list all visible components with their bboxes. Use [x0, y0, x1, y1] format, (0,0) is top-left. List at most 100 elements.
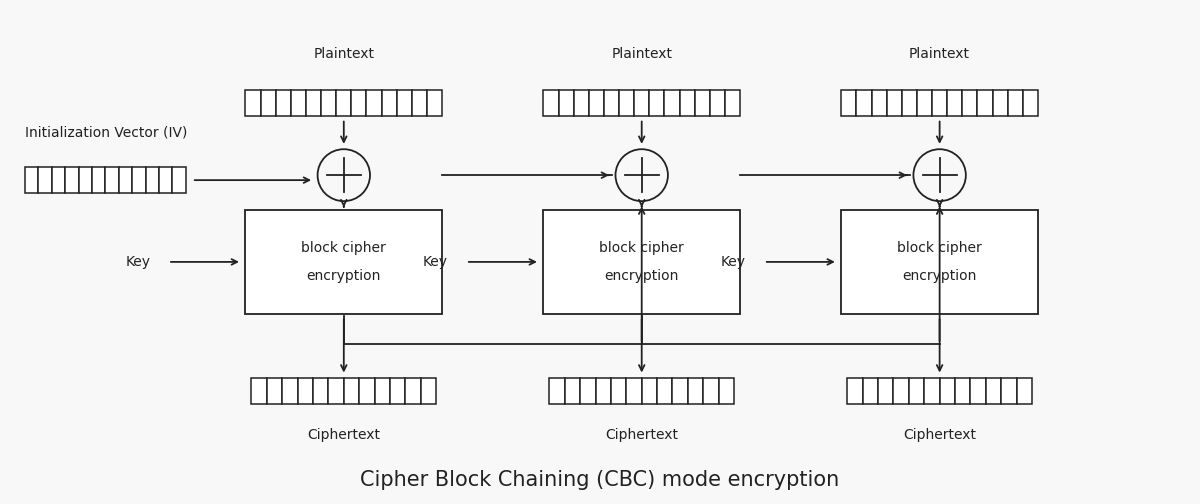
Bar	[580, 378, 595, 404]
Bar	[978, 90, 992, 116]
Bar	[160, 167, 173, 193]
Bar	[390, 378, 406, 404]
Bar	[725, 90, 740, 116]
Bar	[306, 90, 322, 116]
Text: Plaintext: Plaintext	[313, 47, 374, 61]
Bar	[558, 90, 574, 116]
Bar	[1008, 90, 1022, 116]
Bar	[986, 378, 1001, 404]
Bar	[924, 378, 940, 404]
Bar	[634, 90, 649, 116]
Bar	[92, 167, 106, 193]
Bar	[703, 378, 719, 404]
Bar	[119, 167, 132, 193]
Text: block cipher: block cipher	[898, 241, 982, 255]
Bar	[52, 167, 65, 193]
Bar	[992, 90, 1008, 116]
Bar	[1022, 90, 1038, 116]
Bar	[841, 210, 1038, 314]
Bar	[894, 378, 908, 404]
Bar	[282, 378, 298, 404]
Bar	[565, 378, 580, 404]
Bar	[887, 90, 902, 116]
Bar	[397, 90, 412, 116]
Bar	[604, 90, 619, 116]
Bar	[352, 90, 366, 116]
Bar	[550, 378, 565, 404]
Bar	[672, 378, 688, 404]
Text: Key: Key	[721, 255, 746, 269]
Text: block cipher: block cipher	[301, 241, 386, 255]
Text: Key: Key	[125, 255, 150, 269]
Bar	[709, 90, 725, 116]
Bar	[290, 90, 306, 116]
Bar	[260, 90, 276, 116]
Bar	[1001, 378, 1016, 404]
Bar	[366, 90, 382, 116]
Text: Plaintext: Plaintext	[910, 47, 970, 61]
Bar	[246, 90, 260, 116]
Text: Ciphertext: Ciphertext	[307, 428, 380, 443]
Text: Cipher Block Chaining (CBC) mode encryption: Cipher Block Chaining (CBC) mode encrypt…	[360, 470, 840, 490]
Bar	[917, 90, 932, 116]
Bar	[1016, 378, 1032, 404]
Bar	[329, 378, 343, 404]
Bar	[626, 378, 642, 404]
Bar	[649, 90, 665, 116]
Bar	[841, 90, 857, 116]
Bar	[665, 90, 679, 116]
Bar	[955, 378, 971, 404]
Text: Initialization Vector (IV): Initialization Vector (IV)	[25, 125, 187, 140]
Bar	[427, 90, 442, 116]
Bar	[589, 90, 604, 116]
Bar	[173, 167, 186, 193]
Bar	[313, 378, 329, 404]
Bar	[65, 167, 79, 193]
Bar	[79, 167, 92, 193]
Bar	[38, 167, 52, 193]
Bar	[695, 90, 709, 116]
Bar	[932, 90, 947, 116]
Bar	[266, 378, 282, 404]
Bar	[719, 378, 734, 404]
Bar	[902, 90, 917, 116]
Bar	[642, 378, 658, 404]
Bar	[374, 378, 390, 404]
Bar	[847, 378, 863, 404]
Bar	[246, 210, 442, 314]
Bar	[688, 378, 703, 404]
Bar	[863, 378, 878, 404]
Bar	[25, 167, 38, 193]
Bar	[595, 378, 611, 404]
Bar	[336, 90, 352, 116]
Bar	[406, 378, 421, 404]
Bar	[908, 378, 924, 404]
Text: block cipher: block cipher	[599, 241, 684, 255]
Text: Ciphertext: Ciphertext	[904, 428, 976, 443]
Bar	[878, 378, 894, 404]
Bar	[544, 210, 740, 314]
Bar	[544, 90, 558, 116]
Bar	[619, 90, 634, 116]
Text: Ciphertext: Ciphertext	[605, 428, 678, 443]
Bar	[679, 90, 695, 116]
Bar	[132, 167, 145, 193]
Bar	[971, 378, 986, 404]
Bar	[871, 90, 887, 116]
Bar	[857, 90, 871, 116]
Text: encryption: encryption	[605, 269, 679, 283]
Bar	[322, 90, 336, 116]
Bar	[421, 378, 436, 404]
Bar	[343, 378, 359, 404]
Bar	[145, 167, 160, 193]
Bar	[298, 378, 313, 404]
Text: Plaintext: Plaintext	[611, 47, 672, 61]
Bar	[940, 378, 955, 404]
Bar	[106, 167, 119, 193]
Text: Key: Key	[424, 255, 448, 269]
Bar	[382, 90, 397, 116]
Bar	[962, 90, 978, 116]
Bar	[252, 378, 266, 404]
Bar	[359, 378, 374, 404]
Bar	[574, 90, 589, 116]
